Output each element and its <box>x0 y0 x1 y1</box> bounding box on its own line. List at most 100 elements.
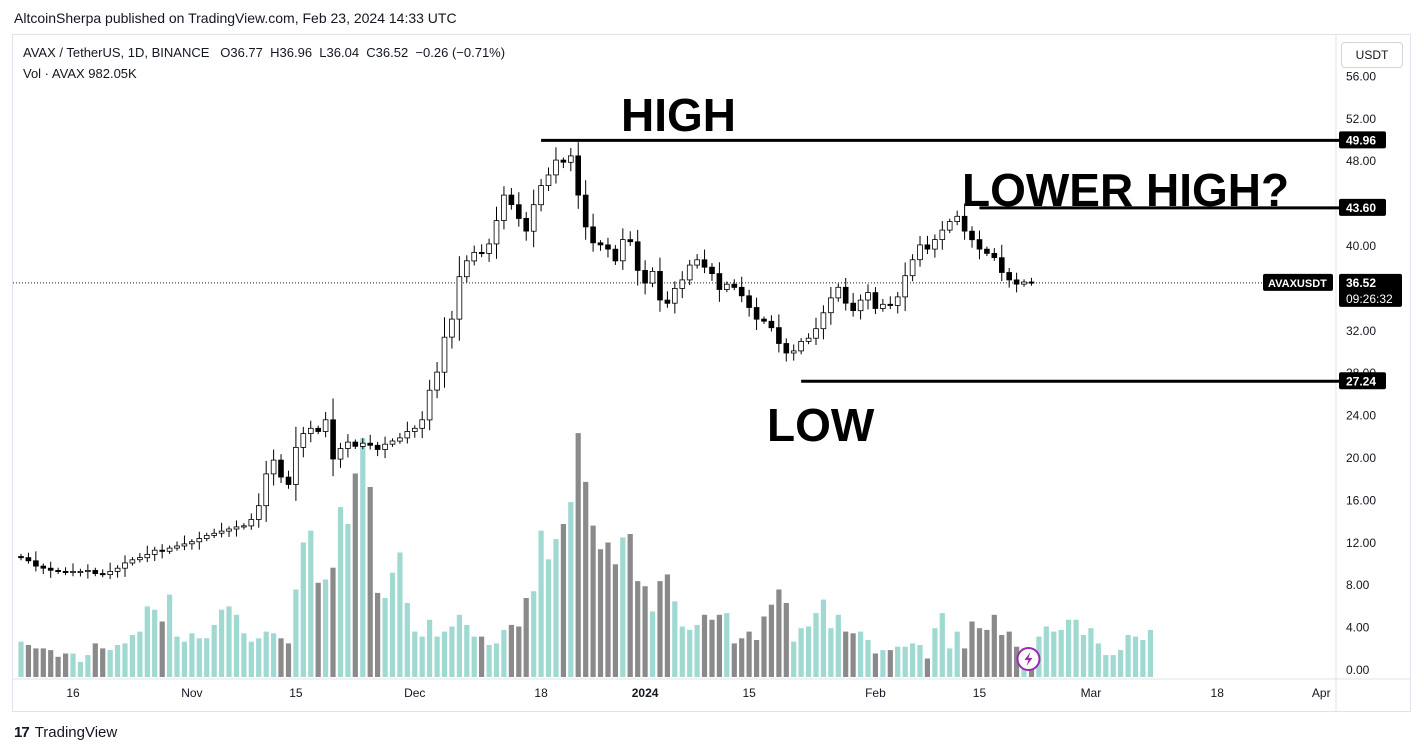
candle-body <box>300 433 307 448</box>
time-tick-label: 15 <box>742 686 756 700</box>
tradingview-logo-icon: 17 <box>14 724 30 741</box>
candle-body <box>434 371 440 391</box>
candle-body <box>672 287 678 304</box>
volume-bar <box>137 631 143 677</box>
volume-bar <box>635 581 641 677</box>
volume-bar <box>612 564 618 677</box>
volume-bar <box>493 643 500 677</box>
price-tick-label: 12.00 <box>1346 536 1376 550</box>
volume-bar <box>642 586 648 677</box>
candle-body <box>865 292 871 301</box>
volume-bar <box>1006 631 1012 677</box>
candle-body <box>159 549 166 552</box>
published-line: AltcoinSherpa published on TradingView.c… <box>14 10 457 26</box>
level-price-tag <box>1339 198 1386 216</box>
volume-bar <box>479 636 485 677</box>
candle-body <box>85 570 91 573</box>
symbol-legend[interactable]: AVAX / TetherUS, 1D, BINANCE O36.77 H36.… <box>23 45 505 60</box>
volume-bar <box>657 581 663 677</box>
annotation-label: HIGH <box>621 89 736 141</box>
time-tick-label: 15 <box>289 686 303 700</box>
time-tick-label: 18 <box>1211 686 1225 700</box>
candle-body <box>828 297 834 314</box>
volume-bar <box>1132 636 1139 677</box>
candle-body <box>144 554 151 559</box>
candle-body <box>62 571 69 574</box>
candle-body <box>902 275 908 298</box>
candle-body <box>367 442 373 446</box>
volume-bar <box>285 643 292 677</box>
volume-bar <box>271 633 277 677</box>
volume-bar <box>991 614 997 677</box>
volume-bar <box>300 542 306 677</box>
volume-bar <box>508 624 514 677</box>
time-tick-label: Feb <box>865 686 886 700</box>
volume-bar <box>501 629 507 677</box>
volume-bar <box>1088 628 1094 677</box>
volume-bar <box>1125 635 1131 677</box>
volume-bar <box>196 638 202 677</box>
chart-frame[interactable] <box>12 34 1411 712</box>
candle-body <box>731 283 738 288</box>
candle-body <box>307 427 314 434</box>
annotation-label: LOW <box>767 399 875 451</box>
symbol-name[interactable]: AVAX / TetherUS, 1D, BINANCE <box>23 45 210 60</box>
volume-bar <box>1147 629 1153 677</box>
candle-body <box>560 159 567 163</box>
candle-body <box>761 318 767 322</box>
volume-bar <box>768 604 774 677</box>
candle-body <box>597 242 604 246</box>
volume-bar <box>902 646 908 677</box>
candle-body <box>389 440 396 445</box>
lightning-icon[interactable] <box>1016 647 1041 671</box>
volume-bar <box>189 633 195 677</box>
candle-body <box>999 257 1005 273</box>
level-price-tag-label: 43.60 <box>1346 201 1376 215</box>
candle-body <box>568 155 574 163</box>
candle-body <box>114 567 121 572</box>
candle-body <box>932 239 938 250</box>
volume-bar <box>820 599 826 677</box>
volume-bar <box>434 636 440 677</box>
candle-body <box>612 248 619 262</box>
candle-body <box>441 336 448 373</box>
candle-body <box>657 270 663 301</box>
volume-bar <box>248 641 254 677</box>
volume-bar <box>441 631 448 677</box>
candle-body <box>263 473 269 507</box>
candle-body <box>976 239 983 250</box>
level-price-tag <box>1339 131 1386 149</box>
candle-body <box>939 229 946 241</box>
tradingview-brand[interactable]: 17 TradingView <box>14 724 117 741</box>
candle-body <box>233 526 240 530</box>
volume-bar <box>107 650 113 677</box>
volume-bar <box>18 641 24 677</box>
volume-bar <box>256 638 262 677</box>
volume-bar <box>427 619 433 677</box>
candle-body <box>857 299 864 312</box>
candle-body <box>196 538 203 543</box>
volume-bar <box>895 646 901 677</box>
volume-bar <box>1073 619 1079 677</box>
volume-bar <box>620 537 626 677</box>
candle-body <box>493 220 500 245</box>
candle-body <box>330 419 336 460</box>
volume-legend[interactable]: Vol · AVAX 982.05K <box>23 66 137 81</box>
candle-body <box>530 204 537 232</box>
candle-body <box>842 286 849 304</box>
candle-body <box>248 519 255 527</box>
currency-button[interactable]: USDT <box>1341 42 1403 68</box>
volume-bar <box>679 626 685 677</box>
candle-body <box>77 571 84 574</box>
candle-body <box>411 427 418 432</box>
candle-body <box>946 221 953 231</box>
volume-bar <box>798 628 804 677</box>
volume-bar <box>345 524 351 677</box>
volume-bar <box>360 438 366 677</box>
volume-bar <box>263 631 269 677</box>
candle-body <box>909 259 916 277</box>
candle-body <box>70 571 76 574</box>
volume-bar <box>917 645 923 677</box>
volume-bar <box>1014 646 1020 677</box>
